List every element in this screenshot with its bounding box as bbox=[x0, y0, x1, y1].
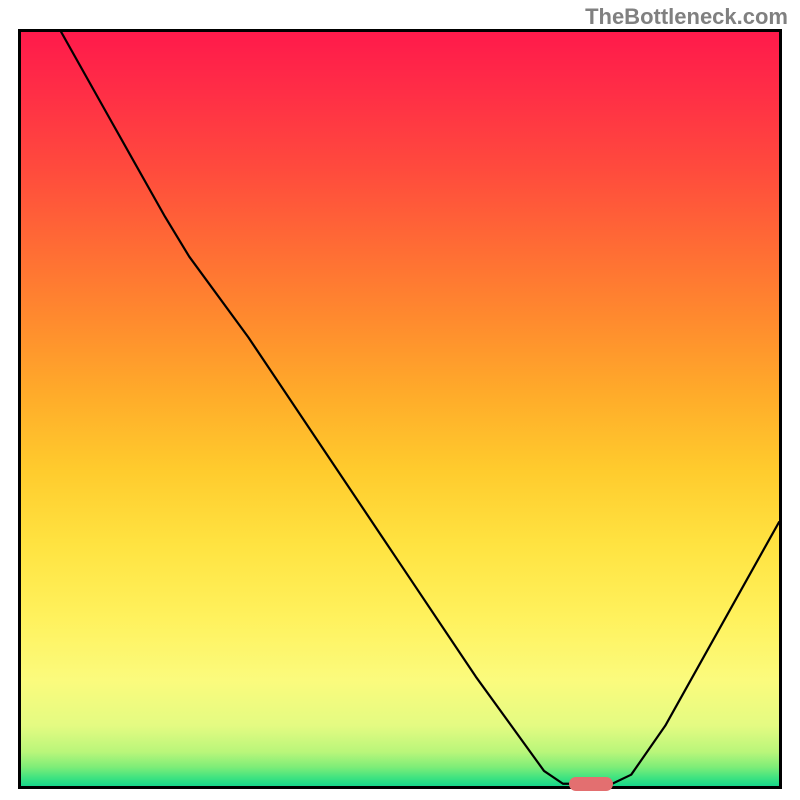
bottleneck-curve bbox=[61, 32, 779, 784]
plot-frame bbox=[18, 29, 782, 789]
minimum-marker bbox=[569, 777, 613, 791]
bottleneck-curve-svg bbox=[21, 32, 779, 786]
chart-container: { "watermark": { "text": "TheBottleneck.… bbox=[0, 0, 800, 800]
watermark-text: TheBottleneck.com bbox=[585, 4, 788, 30]
